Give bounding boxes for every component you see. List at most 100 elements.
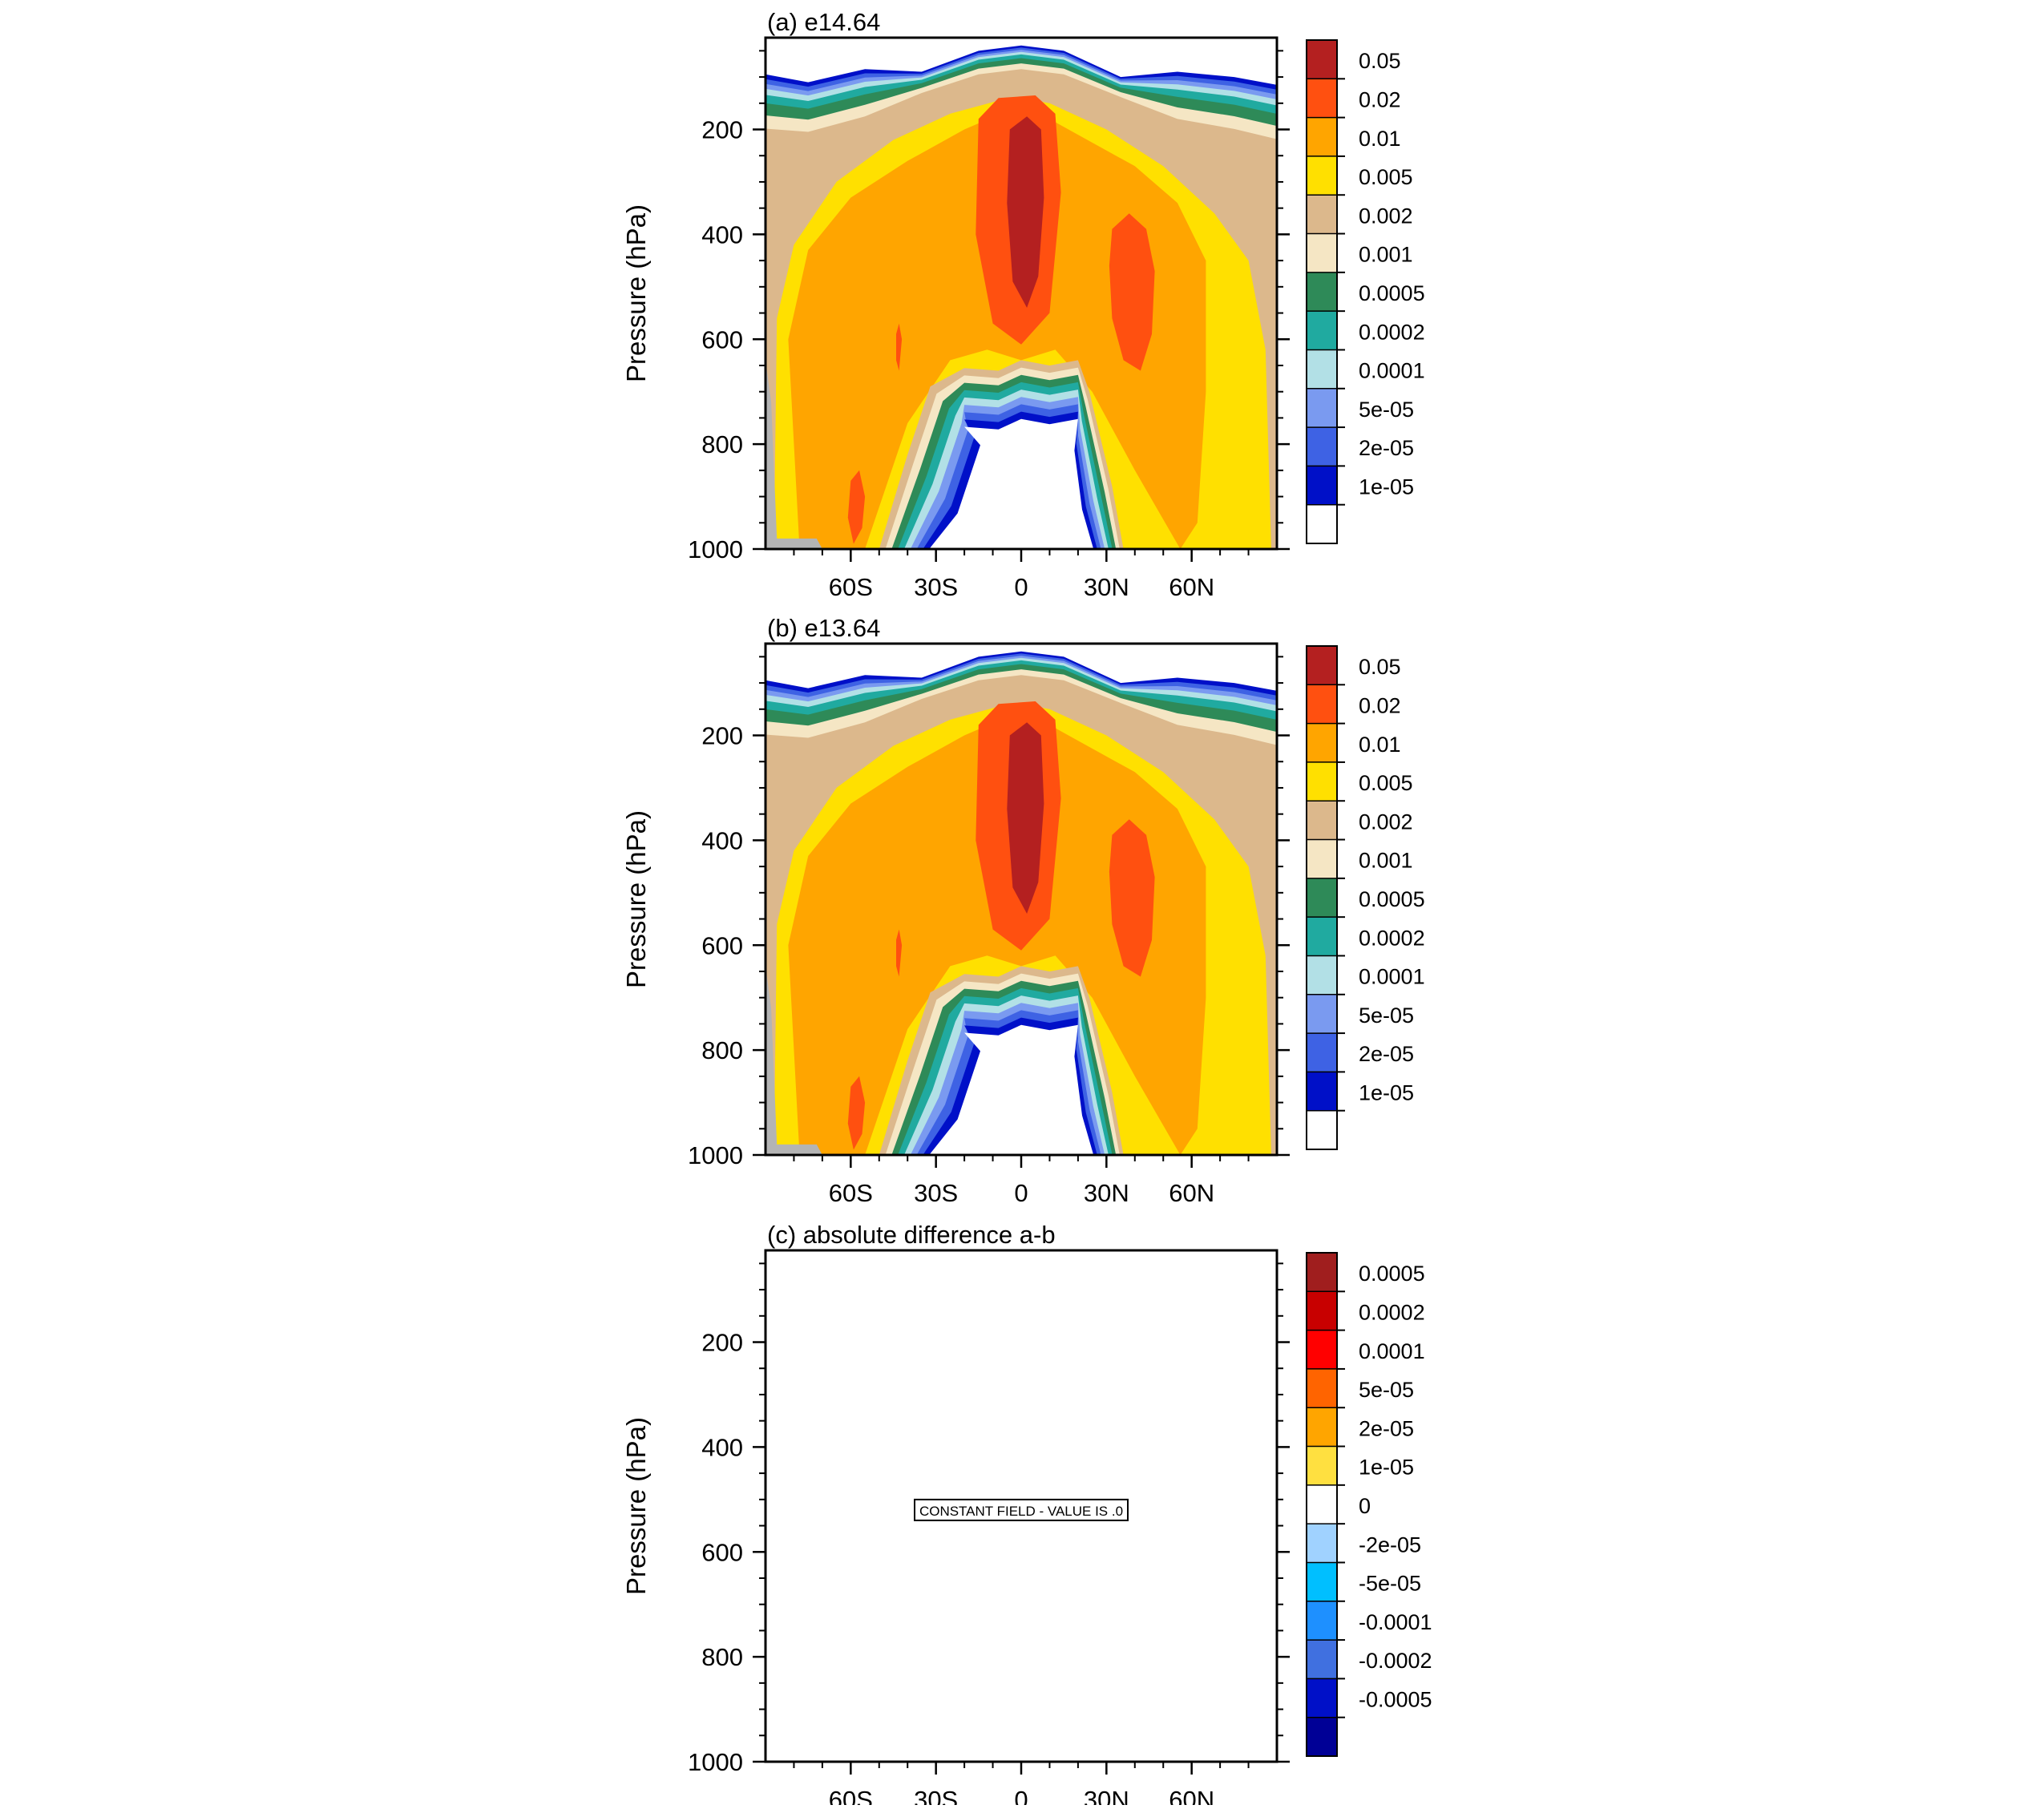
panel-title: (c) absolute difference a-b [767, 1221, 1056, 1249]
colorbar-swatch [1307, 684, 1337, 724]
x-tick-label: 60N [1169, 1179, 1214, 1207]
colorbar-swatch [1307, 311, 1337, 350]
colorbar-swatch [1307, 427, 1337, 466]
colorbar-swatch [1307, 1253, 1337, 1292]
colorbar-label: 5e-05 [1359, 398, 1414, 422]
colorbar-label: 0.05 [1359, 655, 1401, 679]
colorbar-swatch [1307, 233, 1337, 273]
x-tick-label: 60S [829, 573, 873, 601]
colorbar-label: 1e-05 [1359, 1081, 1414, 1105]
colorbar-label: 0.0001 [1359, 1339, 1425, 1363]
colorbar-swatch [1307, 1678, 1337, 1718]
x-tick-label: 0 [1014, 1179, 1028, 1207]
y-tick-label: 800 [701, 430, 743, 458]
plot-area-b [765, 644, 1277, 1155]
colorbar-swatch [1307, 878, 1337, 918]
colorbar-swatch [1307, 349, 1337, 389]
colorbar-label: 0.002 [1359, 204, 1413, 228]
colorbar-swatch [1307, 40, 1337, 79]
colorbar-label: 0.0002 [1359, 1300, 1425, 1324]
constant-field-box [914, 1498, 1129, 1521]
colorbar-swatch [1307, 1484, 1337, 1524]
colorbar-swatch [1307, 79, 1337, 118]
colorbar-swatch [1307, 1110, 1337, 1149]
y-tick-label: 600 [701, 325, 743, 353]
x-tick-label: 30N [1084, 573, 1129, 601]
colorbar-swatch [1307, 1330, 1337, 1369]
colorbar-label: 0.002 [1359, 810, 1413, 834]
contour-dome-9 [929, 1024, 1094, 1155]
colorbar-swatch [1307, 917, 1337, 956]
colorbar-swatch [1307, 195, 1337, 234]
x-tick-label: 30S [914, 1179, 958, 1207]
x-tick-label: 30S [914, 573, 958, 601]
panel-b: (b) e13.64 Pressure (hPa) 200 400 600 800 1000… [621, 614, 1425, 1207]
constant-field-label: CONSTANT FIELD - VALUE IS .0 [919, 1504, 1123, 1519]
colorbar-swatch [1307, 1072, 1337, 1111]
y-tick-label: 1000 [688, 1748, 743, 1776]
colorbar-swatch [1307, 761, 1337, 802]
colorbar-label: 5e-05 [1359, 1378, 1414, 1402]
x-tick-label: 0 [1014, 573, 1028, 601]
colorbar-label: -0.0005 [1359, 1688, 1432, 1712]
colorbar-label: -0.0002 [1359, 1649, 1432, 1673]
contour-blob-nh [1109, 819, 1155, 977]
contour-band-orange [788, 111, 1206, 549]
colorbar-swatch [1307, 1291, 1337, 1331]
x-tick-label: 0 [1014, 1786, 1028, 1805]
colorbar-swatch [1307, 1033, 1337, 1072]
x-tick-label: 60S [829, 1179, 873, 1207]
colorbar-label: 0.0005 [1359, 281, 1425, 305]
colorbar-label: -0.0001 [1359, 1610, 1432, 1634]
x-tick-label: 30S [914, 1786, 958, 1805]
colorbar-label: 0 [1359, 1494, 1371, 1518]
colorbar-label: 5e-05 [1359, 1003, 1414, 1028]
x-tick-label: 60S [829, 1786, 873, 1805]
colorbar-swatch [1307, 801, 1337, 840]
y-tick-label: 600 [701, 931, 743, 959]
colorbar-swatch [1307, 272, 1337, 312]
colorbar-label: 0.01 [1359, 733, 1401, 757]
colorbar-swatch [1307, 504, 1337, 543]
y-axis-label: Pressure (hPa) [621, 1417, 651, 1595]
plot-area-a [765, 38, 1277, 549]
colorbar-label: 0.0002 [1359, 320, 1425, 344]
colorbar-swatch [1307, 388, 1337, 428]
colorbar-swatch [1307, 1524, 1337, 1563]
colorbar-swatch [1307, 839, 1337, 878]
colorbar-c: 0.0005 0.0002 0.0001 5e-05 2e-05 1e-05 0 -2e-05… [1306, 1252, 1432, 1757]
contour-blob-nh [1109, 213, 1155, 371]
colorbar-label: 0.0005 [1359, 1262, 1425, 1286]
colorbar-label: 0.05 [1359, 49, 1401, 73]
colorbar-swatch [1307, 117, 1337, 156]
panel-a: (a) e14.64 Pressure (hPa) 200 400 600 800 1000… [621, 8, 1425, 601]
x-tick-label: 30N [1084, 1786, 1129, 1805]
y-tick-label: 600 [701, 1538, 743, 1566]
colorbar-swatch [1307, 155, 1337, 196]
colorbar-label: 0.005 [1359, 165, 1413, 189]
y-tick-label: 1000 [688, 1141, 743, 1169]
panel-title: (b) e13.64 [767, 614, 880, 642]
contour-dome-9 [929, 418, 1094, 549]
y-tick-label: 400 [701, 1433, 743, 1461]
y-tick-label: 200 [701, 1329, 743, 1357]
colorbar-label: 0.005 [1359, 771, 1413, 795]
colorbar-label: 0.001 [1359, 849, 1413, 873]
colorbar-label: 0.0005 [1359, 887, 1425, 911]
colorbar-swatch [1307, 646, 1337, 685]
contour-core [1007, 116, 1044, 308]
contour-blob-sh-low [847, 1076, 866, 1150]
colorbar-swatch [1307, 1601, 1337, 1641]
colorbar-label: 0.02 [1359, 87, 1401, 111]
colorbar-swatch [1307, 1640, 1337, 1679]
colorbar-label: 2e-05 [1359, 1416, 1414, 1440]
missing-region [765, 360, 822, 549]
colorbar-b: 0.05 0.02 0.01 0.005 0.002 0.001 0.0005 0.0002 0… [1306, 645, 1425, 1150]
y-axis-label: Pressure (hPa) [621, 810, 651, 988]
colorbar-label: 1e-05 [1359, 475, 1414, 499]
colorbar-label: -2e-05 [1359, 1532, 1421, 1557]
colorbar-label: 1e-05 [1359, 1456, 1414, 1480]
contour-core [1007, 722, 1044, 914]
colorbar-frame [1306, 1252, 1338, 1757]
